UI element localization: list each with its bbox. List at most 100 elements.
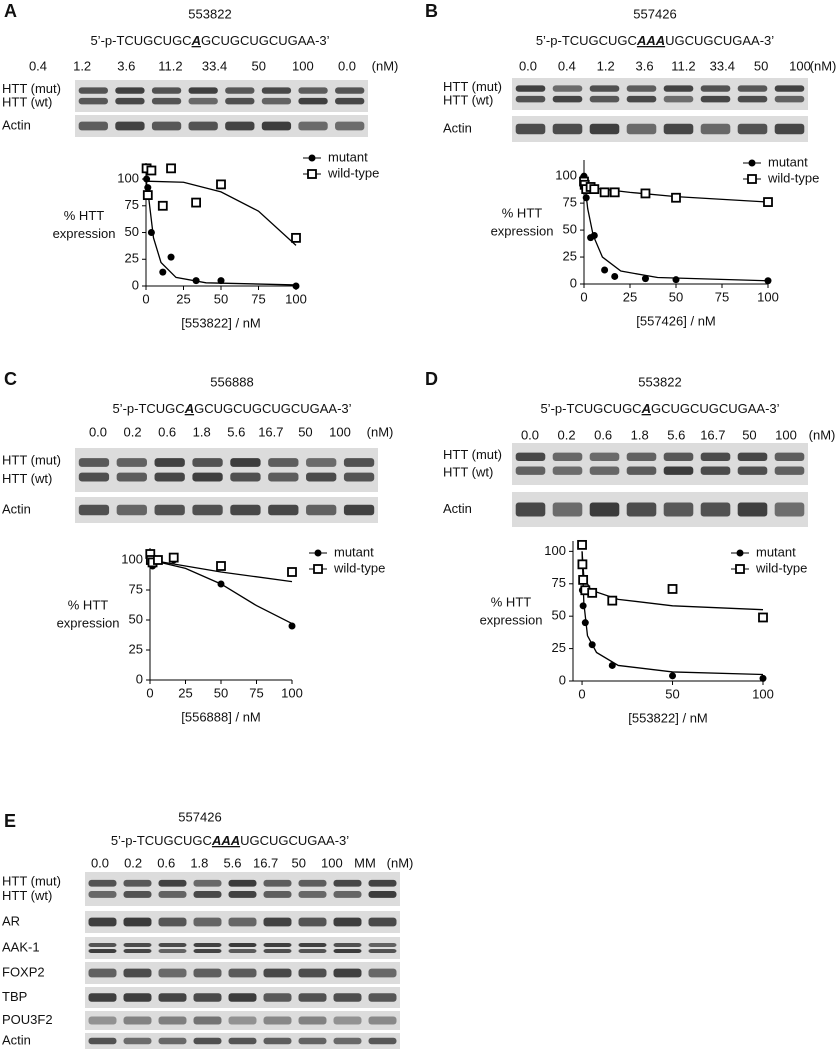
x-tick-label: 100 (281, 685, 303, 700)
blot-band (123, 993, 152, 1002)
blot-band (158, 879, 187, 887)
blot-band (88, 943, 117, 947)
point (159, 268, 167, 276)
fit-curve (145, 178, 297, 286)
legend-label: wild-type (327, 165, 379, 180)
sequence: 5’-p-TCUGCUGCAGCUGCUGCUGAA-3’ (540, 401, 779, 416)
point (608, 661, 616, 669)
y-tick-label: 50 (129, 611, 143, 626)
blot-band (298, 97, 328, 105)
blot-band (193, 993, 222, 1002)
blot-label: HTT (wt) (2, 94, 52, 109)
blot-label: HTT (wt) (2, 471, 52, 486)
blot-band (333, 949, 362, 953)
blot-band (263, 1037, 292, 1045)
fit-curve (581, 551, 764, 611)
blot-background (75, 448, 378, 492)
blot-band (626, 452, 657, 462)
blot-band (515, 85, 546, 92)
fit-curve (145, 180, 297, 246)
blot-band (123, 943, 152, 947)
compound-id: 553822 (188, 6, 231, 21)
blot-background (85, 872, 400, 906)
y-axis-label: % HTT (491, 594, 532, 609)
blot-band (230, 504, 261, 516)
x-tick-label: 0 (142, 291, 149, 306)
blot-band (263, 943, 292, 947)
blot-band (228, 917, 257, 927)
blot-background (512, 78, 808, 110)
blot-band (368, 1037, 397, 1045)
blot-band (368, 917, 397, 927)
concentration: 100 (789, 58, 811, 73)
blot-label: HTT (mut) (2, 874, 61, 889)
y-axis-label: expression (53, 226, 116, 241)
point (609, 187, 620, 198)
blot-band (158, 1037, 187, 1045)
legend-label: mutant (328, 149, 368, 164)
blot-background (85, 937, 400, 959)
sequence-highlight: A (184, 401, 194, 416)
sequence-highlight: A (191, 33, 201, 48)
blot-band (368, 1016, 397, 1025)
blot-label: POU3F2 (2, 1012, 53, 1027)
concentration: 100 (329, 424, 351, 439)
concentration: 1.8 (193, 424, 211, 439)
blot-band (123, 891, 152, 898)
blot-band (589, 466, 620, 475)
legend-label: wild-type (767, 170, 819, 185)
blot-label: AR (2, 913, 20, 928)
concentration: 0.6 (157, 855, 175, 870)
y-tick-label: 100 (544, 543, 566, 558)
legend-marker (736, 549, 744, 557)
concentration: 50 (292, 855, 306, 870)
sequence-part: UGCUGCUGAA-3’ (665, 33, 774, 48)
legend-label: wild-type (333, 560, 385, 575)
point (581, 619, 589, 627)
blot-band (298, 121, 328, 131)
panel-label: B (425, 1, 438, 21)
x-axis-label: [553822] / nM (628, 710, 708, 725)
x-axis-label: [556888] / nM (181, 709, 261, 724)
blot-band (333, 1016, 362, 1025)
y-axis-label: % HTT (68, 597, 109, 612)
legend-marker (313, 564, 323, 574)
blot-band (333, 891, 362, 898)
blot-band (115, 87, 145, 94)
blot-label: Actin (2, 117, 31, 132)
blot-band (228, 1016, 257, 1025)
blot-band (158, 949, 187, 953)
blot-band (88, 1037, 117, 1045)
blot-band (626, 502, 657, 517)
blot-label: HTT (mut) (2, 453, 61, 468)
x-tick-label: 75 (251, 291, 265, 306)
unit: (nM) (810, 58, 837, 73)
blot-band (263, 879, 292, 887)
point (607, 595, 618, 606)
blot-band (626, 123, 657, 135)
blot-band (774, 452, 805, 462)
blot-band (774, 85, 805, 92)
blot-band (700, 123, 731, 135)
concentration: 16.7 (258, 424, 283, 439)
blot-band (343, 504, 375, 516)
blot-band (663, 466, 694, 475)
legend-label: mutant (768, 154, 808, 169)
blot-band (261, 87, 292, 94)
blot-band (123, 1016, 152, 1025)
x-tick-label: 25 (176, 291, 190, 306)
point (759, 674, 767, 682)
blot-band (663, 502, 694, 517)
blot-band (589, 452, 620, 462)
blot-band (88, 993, 117, 1002)
concentration: 0.0 (89, 424, 107, 439)
blot-band (737, 85, 768, 92)
blot-band (515, 466, 546, 475)
point (641, 275, 649, 283)
legend-label: mutant (334, 544, 374, 559)
blot-band (306, 504, 337, 516)
blot-band (158, 891, 187, 898)
concentration: 33.4 (202, 58, 227, 73)
blot-band (193, 917, 222, 927)
panel-label: D (425, 369, 438, 389)
